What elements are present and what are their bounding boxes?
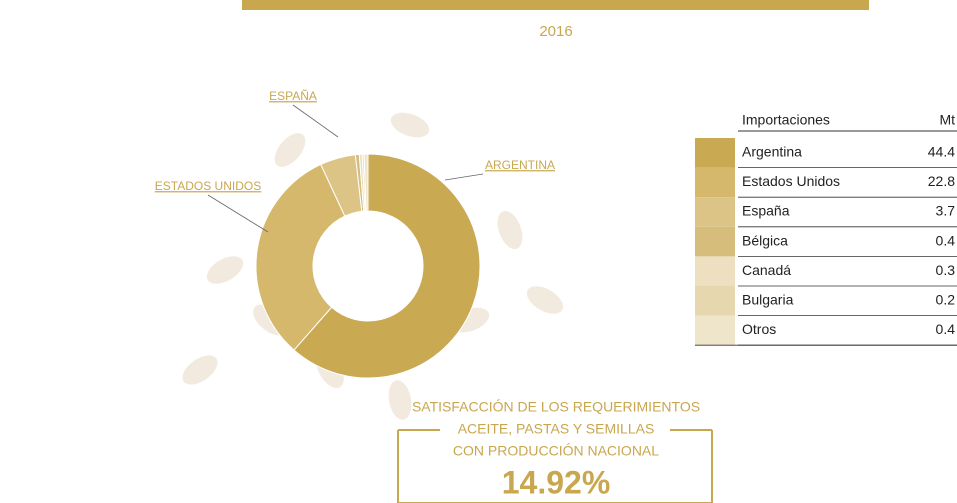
chart: 2016 Importaciones Mt SATISFACCIÓN DE LO… [0, 0, 957, 503]
table-value: 0.4 [936, 321, 956, 337]
table-value: 44.4 [928, 144, 955, 160]
table-swatch [695, 197, 735, 227]
leader-line [293, 105, 338, 137]
leader-line [208, 195, 268, 232]
table-name: España [742, 203, 790, 219]
year: 2016 [539, 23, 572, 40]
footer-line: CON PRODUCCIÓN NACIONAL [453, 443, 659, 459]
table-header: Mt [939, 112, 955, 128]
footer-value: 14.92% [502, 464, 611, 500]
table-value: 0.4 [936, 232, 956, 248]
table-header: Importaciones [742, 112, 830, 128]
table-swatch [695, 316, 735, 346]
table-name: Argentina [742, 144, 802, 160]
table-swatch [695, 138, 735, 168]
top-banner [242, 0, 869, 10]
table-name: Otros [742, 321, 776, 337]
table-name: Canadá [742, 262, 791, 278]
slice-label: ESPAÑA [269, 89, 317, 103]
table-swatch [695, 256, 735, 286]
table-swatch [695, 168, 735, 198]
table-swatch [695, 227, 735, 257]
table-name: Bélgica [742, 232, 788, 248]
footer-line: SATISFACCIÓN DE LOS REQUERIMIENTOS [412, 399, 700, 415]
table-value: 0.3 [936, 262, 956, 278]
slice-label: ESTADOS UNIDOS [155, 179, 261, 193]
slice-label: ARGENTINA [485, 158, 555, 172]
table-value: 3.7 [936, 203, 956, 219]
table-value: 22.8 [928, 173, 955, 189]
table-name: Estados Unidos [742, 173, 840, 189]
table-name: Bulgaria [742, 292, 794, 308]
footer-line: ACEITE, PASTAS Y SEMILLAS [458, 421, 655, 437]
leader-line [445, 174, 483, 180]
table-swatch [695, 286, 735, 316]
table-value: 0.2 [936, 292, 956, 308]
infographic: 2016 Importaciones Mt SATISFACCIÓN DE LO… [0, 0, 957, 503]
